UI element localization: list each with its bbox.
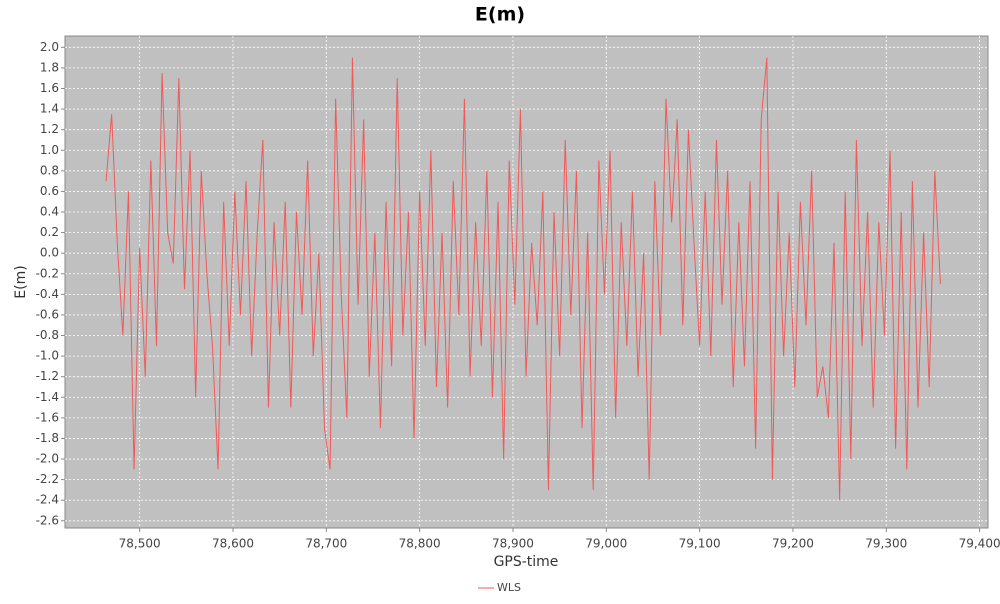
- y-tick-label: 1.2: [40, 122, 59, 136]
- data-line: [105, 57, 941, 501]
- x-tick-label: 79,200: [772, 537, 814, 551]
- x-tick-label: 79,100: [679, 537, 721, 551]
- plot-area: [64, 35, 989, 529]
- y-tick-label: -1.0: [36, 349, 59, 363]
- y-tick-label: -1.2: [36, 369, 59, 383]
- y-tick-label: -2.6: [36, 513, 59, 527]
- y-tick-label: -2.2: [36, 472, 59, 486]
- x-tick-label: 78,900: [492, 537, 534, 551]
- y-tick-label: -0.6: [36, 307, 59, 321]
- y-tick-label: -0.2: [36, 266, 59, 280]
- y-tick-label: -0.8: [36, 328, 59, 342]
- y-tick-label: 0.8: [40, 163, 59, 177]
- y-tick-label: -1.8: [36, 431, 59, 445]
- y-tick-label: -2.4: [36, 493, 59, 507]
- y-tick-label: -1.4: [36, 390, 59, 404]
- y-tick-label: -1.6: [36, 410, 59, 424]
- y-tick-label: 0.6: [40, 184, 59, 198]
- legend-label: WLS: [497, 581, 521, 594]
- y-tick-label: 1.6: [40, 81, 59, 95]
- y-tick-label: 1.8: [40, 60, 59, 74]
- y-tick-label: 1.4: [40, 102, 59, 116]
- chart-title: E(m): [475, 4, 525, 26]
- y-tick-label: 0.2: [40, 225, 59, 239]
- y-tick-label: 1.0: [40, 143, 59, 157]
- x-tick-label: 78,500: [119, 537, 161, 551]
- y-tick-label: 0.0: [40, 246, 59, 260]
- x-tick-label: 78,800: [399, 537, 441, 551]
- x-tick-label: 79,000: [585, 537, 627, 551]
- y-tick-label: -2.0: [36, 452, 59, 466]
- y-tick-label: 2.0: [40, 40, 59, 54]
- x-tick-label: 79,300: [865, 537, 907, 551]
- x-tick-label: 78,600: [212, 537, 254, 551]
- y-tick-label: -0.4: [36, 287, 59, 301]
- y-axis-label: E(m): [13, 265, 29, 298]
- x-axis-label: GPS-time: [494, 554, 559, 570]
- x-tick-label: 79,400: [959, 537, 1000, 551]
- x-tick-label: 78,700: [305, 537, 347, 551]
- y-tick-label: 0.4: [40, 205, 59, 219]
